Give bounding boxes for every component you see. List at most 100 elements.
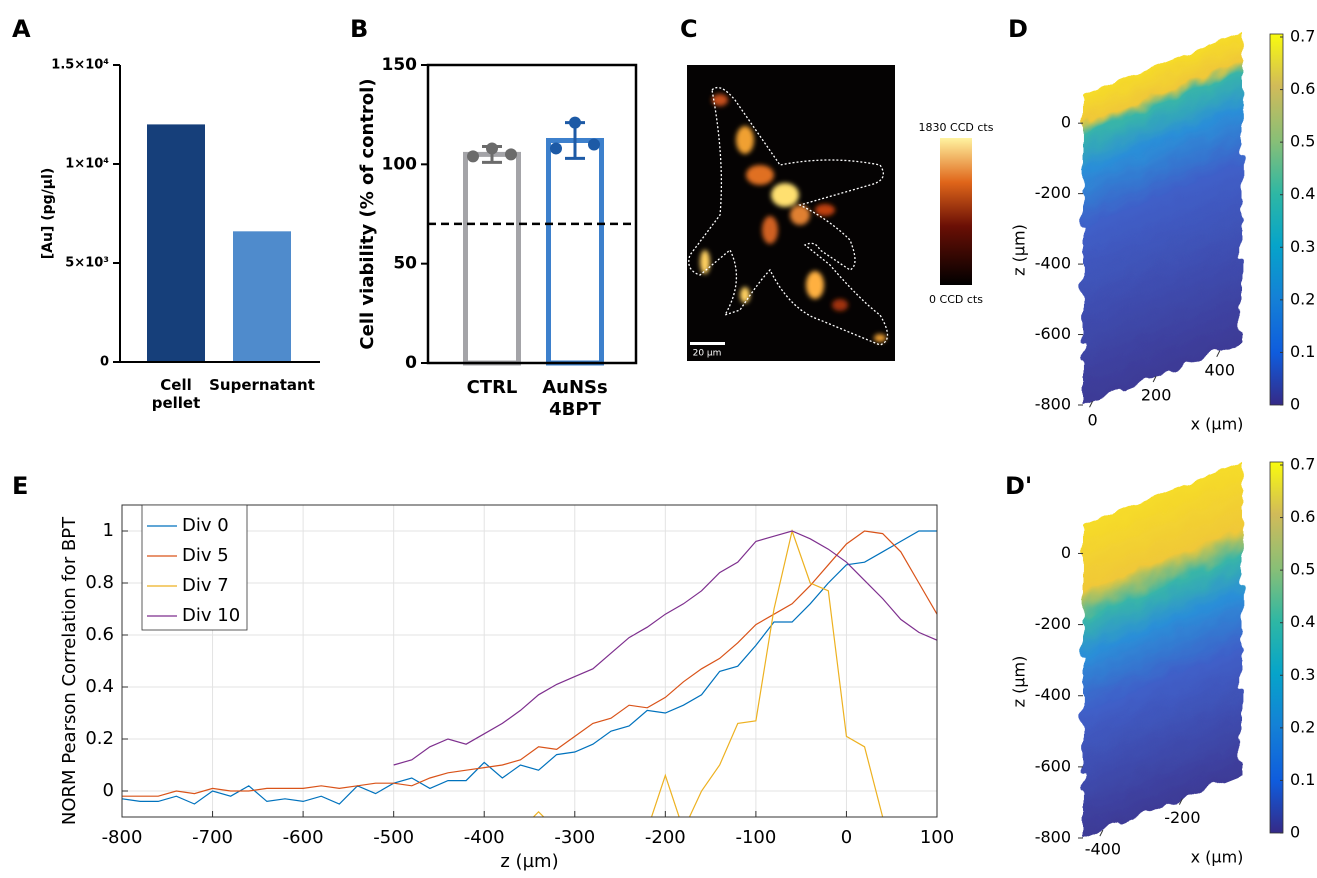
x-tick bbox=[1099, 829, 1104, 837]
bar bbox=[147, 124, 205, 363]
legend-label: Div 7 bbox=[182, 575, 229, 596]
colorbar-tick-label: 0.3 bbox=[1290, 665, 1315, 684]
z-tick-label: 0 bbox=[1061, 543, 1071, 562]
z-tick-label: -800 bbox=[1035, 828, 1071, 847]
microscopy-image bbox=[687, 65, 972, 361]
category-label: CTRL bbox=[466, 377, 518, 398]
surface bbox=[1083, 32, 1242, 405]
plot-frame bbox=[426, 63, 638, 365]
y-tick-label: 0 bbox=[103, 780, 114, 801]
category-label: AuNSs 4BPT bbox=[542, 377, 608, 420]
bar bbox=[546, 137, 604, 366]
x-tick bbox=[1152, 375, 1157, 383]
data-point bbox=[569, 116, 581, 129]
colorbar-max-label: 1830 CCD cts bbox=[919, 121, 994, 134]
x-tick-label: 100 bbox=[920, 827, 954, 848]
data-point bbox=[505, 148, 517, 161]
z-tick-label: -200 bbox=[1035, 183, 1071, 202]
y-tick-label: 0 bbox=[405, 353, 417, 373]
y-tick-label: 0 bbox=[100, 355, 109, 370]
x-tick-label: -400 bbox=[1085, 840, 1121, 859]
x-axis-label: z (µm) bbox=[500, 851, 558, 872]
x-axis-label: x (µm) bbox=[1191, 848, 1244, 867]
x-tick-label: -300 bbox=[554, 827, 595, 848]
y-tick-label: 150 bbox=[382, 55, 418, 75]
x-axis-label: x (µm) bbox=[1191, 415, 1244, 434]
colorbar-tick-label: 0 bbox=[1290, 823, 1300, 842]
x-tick bbox=[1216, 350, 1221, 358]
y-tick-label: 1×10⁴ bbox=[65, 157, 109, 172]
colorbar-tick-label: 0.6 bbox=[1290, 79, 1315, 98]
legend-label: Div 10 bbox=[182, 605, 240, 626]
y-tick-label: 1.5×10⁴ bbox=[51, 58, 109, 73]
z-axis-label: z (µm) bbox=[1010, 656, 1029, 708]
x-tick-label: -200 bbox=[1164, 808, 1200, 827]
data-point bbox=[486, 142, 498, 155]
cell-outline bbox=[688, 86, 889, 346]
plot-frame bbox=[121, 504, 938, 818]
series-line bbox=[532, 528, 884, 817]
series-line bbox=[393, 530, 937, 766]
colorbar-tick-label: 0.1 bbox=[1290, 770, 1315, 789]
legend-label: Div 0 bbox=[182, 515, 229, 536]
colorbar-tick-label: 0.2 bbox=[1290, 289, 1315, 308]
series-line bbox=[122, 530, 937, 797]
x-tick-label: -600 bbox=[283, 827, 324, 848]
signal-blobs bbox=[700, 94, 886, 342]
colorbar-tick-label: 0.4 bbox=[1290, 612, 1315, 631]
category-label: Supernatant bbox=[209, 376, 315, 394]
colorbar-min-label: 0 CCD cts bbox=[929, 293, 983, 306]
z-tick-label: -600 bbox=[1035, 756, 1071, 775]
colorbar-tick-label: 0.1 bbox=[1290, 342, 1315, 361]
x-tick bbox=[1178, 798, 1183, 805]
x-tick-label: -700 bbox=[192, 827, 233, 848]
z-tick-label: -600 bbox=[1035, 324, 1071, 343]
panel-label: D' bbox=[1005, 472, 1032, 500]
panel-label: D bbox=[1008, 15, 1028, 43]
data-point bbox=[550, 142, 562, 155]
x-tick-label: 400 bbox=[1204, 360, 1235, 379]
x-tick-label: -100 bbox=[735, 827, 776, 848]
colorbar-tick-label: 0.3 bbox=[1290, 237, 1315, 256]
colorbar-tick-label: 0.5 bbox=[1290, 132, 1315, 151]
x-tick-label: 0 bbox=[841, 827, 852, 848]
legend-label: Div 5 bbox=[182, 545, 229, 566]
y-tick-label: 0.6 bbox=[85, 624, 114, 645]
y-tick-label: 0.2 bbox=[85, 728, 114, 749]
colorbar-tick-label: 0.2 bbox=[1290, 717, 1315, 736]
x-tick-label: -400 bbox=[464, 827, 505, 848]
panel-label: A bbox=[12, 15, 31, 43]
y-tick-label: 5×10³ bbox=[65, 256, 109, 271]
data-point bbox=[467, 150, 479, 163]
z-axis-label: z (µm) bbox=[1010, 224, 1029, 276]
colorbar-tick-label: 0.6 bbox=[1290, 507, 1315, 526]
panel-label: E bbox=[12, 472, 28, 500]
x-tick-label: -500 bbox=[373, 827, 414, 848]
z-tick-label: -400 bbox=[1035, 254, 1071, 273]
surface-fill bbox=[1083, 462, 1242, 838]
colorbar bbox=[940, 138, 972, 285]
colorbar-tick-label: 0.7 bbox=[1290, 455, 1315, 474]
y-axis-label: [Au] (pg/µl) bbox=[40, 168, 56, 260]
colorbar bbox=[1269, 33, 1284, 406]
bar bbox=[233, 231, 291, 362]
panel-label: C bbox=[680, 15, 698, 43]
series-line bbox=[122, 530, 937, 805]
y-axis-label: NORM Pearson Correlation for BPT bbox=[59, 516, 80, 825]
surface bbox=[1083, 462, 1242, 838]
y-tick-label: 1 bbox=[103, 520, 114, 541]
data-point bbox=[588, 138, 600, 151]
z-tick-label: -200 bbox=[1035, 614, 1071, 633]
y-tick-label: 100 bbox=[382, 154, 418, 174]
y-tick-label: 50 bbox=[393, 254, 417, 274]
x-tick-label: -800 bbox=[102, 827, 143, 848]
colorbar-tick-label: 0.5 bbox=[1290, 560, 1315, 579]
category-label: Cell pellet bbox=[151, 376, 201, 412]
y-tick-label: 0.8 bbox=[85, 572, 114, 593]
x-tick-label: 200 bbox=[1141, 386, 1172, 405]
y-tick-label: 0.4 bbox=[85, 676, 114, 697]
colorbar-tick-label: 0.7 bbox=[1290, 27, 1315, 46]
x-tick bbox=[1089, 400, 1093, 408]
